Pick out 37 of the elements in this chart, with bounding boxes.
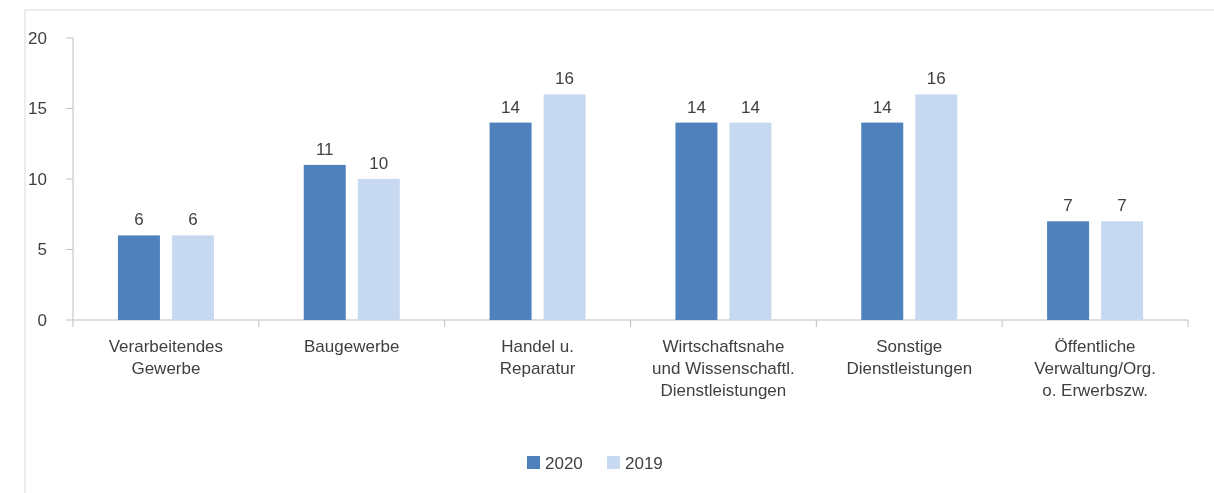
legend-label: 2019 bbox=[625, 453, 663, 473]
y-tick-label: 5 bbox=[37, 240, 47, 260]
y-tick-label: 10 bbox=[28, 169, 47, 189]
bar bbox=[729, 122, 772, 320]
data-label: 16 bbox=[926, 69, 946, 89]
bar bbox=[1047, 221, 1090, 320]
y-tick-label: 20 bbox=[28, 28, 47, 48]
x-tick-label: Öffentliche Verwaltung/Org. o. Erwerbszw. bbox=[1034, 337, 1157, 400]
data-label: 11 bbox=[315, 139, 334, 159]
x-tick-label: Sonstige Dienstleistungen bbox=[846, 337, 973, 378]
data-label: 14 bbox=[686, 97, 706, 117]
bar bbox=[489, 122, 532, 320]
x-tick-label: Verarbeitendes Gewerbe bbox=[108, 337, 224, 378]
bar bbox=[861, 122, 904, 320]
data-label: 14 bbox=[872, 97, 892, 117]
data-label: 6 bbox=[188, 210, 198, 230]
data-label: 10 bbox=[369, 154, 389, 173]
y-tick-label: 15 bbox=[28, 99, 47, 119]
data-label: 7 bbox=[1117, 196, 1127, 216]
data-label: 7 bbox=[1063, 196, 1073, 216]
data-label: 14 bbox=[501, 97, 521, 117]
bar bbox=[915, 94, 958, 320]
bar bbox=[303, 164, 346, 320]
data-label: 16 bbox=[555, 69, 575, 89]
bar bbox=[675, 122, 718, 320]
legend-label: 2020 bbox=[545, 453, 583, 473]
data-label: 14 bbox=[740, 97, 760, 117]
x-tick-label: Handel u. Reparatur bbox=[499, 337, 576, 378]
bar bbox=[357, 179, 400, 320]
data-label: 6 bbox=[134, 210, 144, 230]
bar bbox=[117, 235, 160, 320]
x-tick-label: Wirtschaftsnahe und Wissenschaftl. Dienstleistungen bbox=[652, 337, 795, 400]
x-tick-label: Baugewerbe bbox=[304, 337, 400, 356]
bar bbox=[171, 235, 214, 320]
bar bbox=[543, 94, 586, 320]
y-tick-label: 0 bbox=[37, 310, 47, 330]
bar bbox=[1101, 221, 1144, 320]
